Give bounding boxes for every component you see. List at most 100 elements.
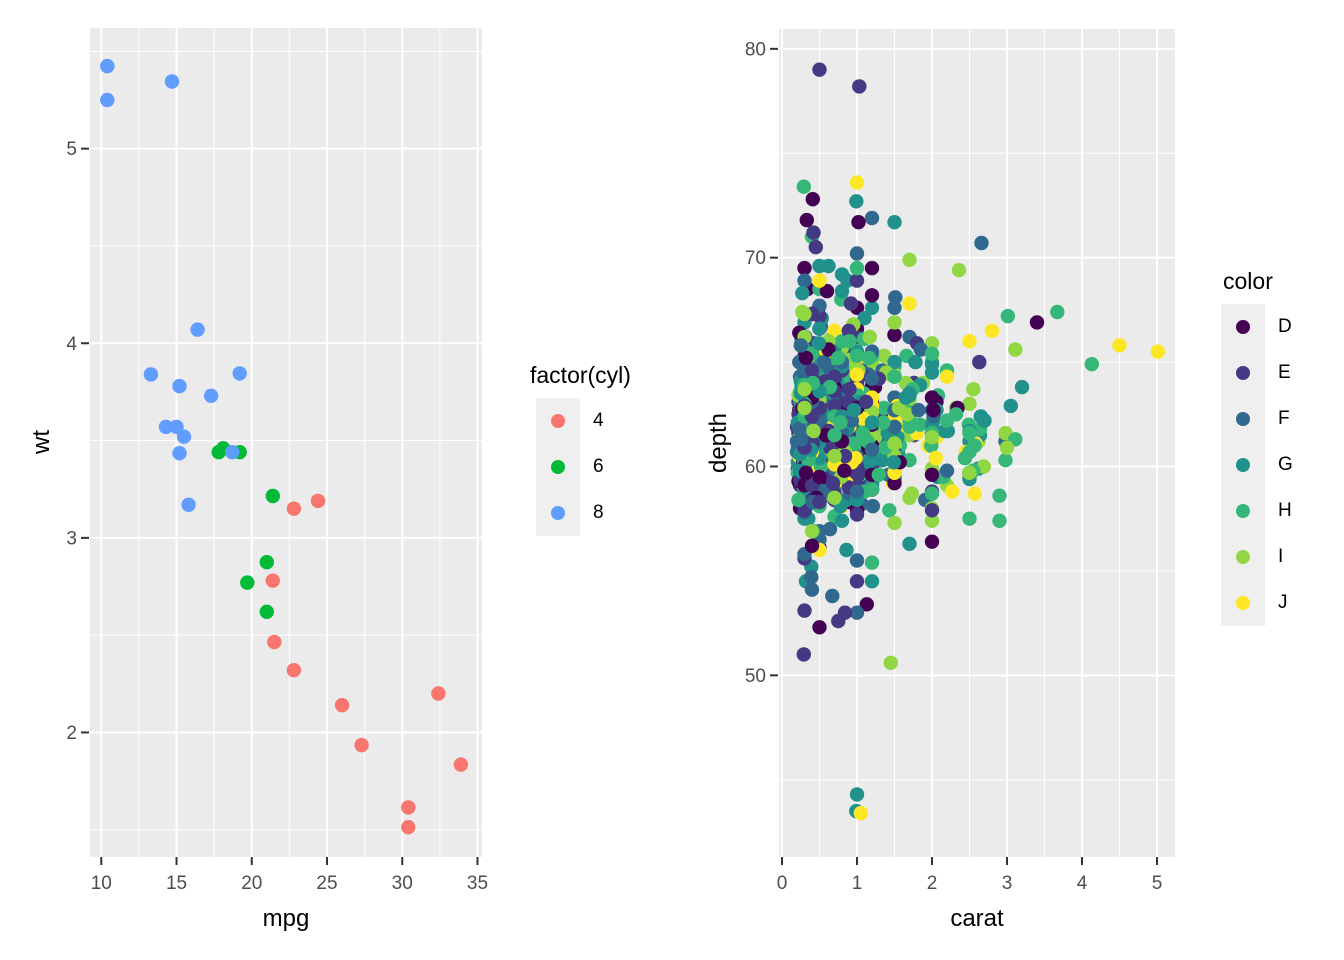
data-point (1003, 398, 1018, 414)
data-point (864, 453, 880, 468)
legend-key-dot (1236, 550, 1250, 564)
data-point (977, 413, 992, 428)
legend-item-J: J (1221, 580, 1293, 626)
data-point (842, 334, 857, 349)
data-point (864, 371, 880, 386)
data-point (797, 273, 812, 288)
data-point (164, 74, 180, 89)
data-point (797, 603, 812, 618)
data-point (849, 484, 865, 499)
legend-item-H: H (1221, 488, 1293, 534)
data-point (843, 296, 859, 311)
data-point (853, 805, 868, 821)
data-point (962, 465, 977, 480)
data-point (827, 323, 842, 338)
legend-item-G: G (1221, 442, 1293, 488)
data-point (864, 288, 880, 303)
y-tick-label: 4 (66, 334, 77, 355)
data-point (924, 513, 940, 528)
data-point (891, 400, 907, 416)
data-point (851, 215, 866, 230)
legend-key-box (1221, 442, 1265, 488)
data-point (827, 428, 842, 443)
grid-minor (90, 28, 482, 857)
data-point (812, 258, 827, 274)
data-point (888, 290, 903, 305)
data-point (100, 58, 115, 74)
data-point (861, 350, 877, 366)
legend-key-dot (1236, 366, 1250, 380)
data-point (176, 429, 192, 444)
data-point (793, 338, 808, 353)
data-point (267, 634, 282, 650)
legend-item-E: E (1221, 350, 1293, 396)
data-point (924, 430, 940, 445)
legend-item-D: D (1221, 304, 1293, 350)
data-point (887, 327, 902, 343)
axis-ticks (770, 47, 1158, 865)
data-point (998, 453, 1013, 468)
data-point (849, 787, 865, 802)
data-point (795, 286, 810, 301)
data-point (966, 382, 981, 397)
data-point (431, 686, 446, 701)
y-tick-label: 50 (745, 666, 766, 687)
data-point (1150, 344, 1166, 359)
data-point (849, 175, 865, 190)
legend-key-box (536, 490, 580, 536)
data-point (928, 450, 943, 466)
legend-factor-cyl: factor(cyl) 4 6 8 (530, 362, 631, 536)
data-point (849, 367, 865, 382)
data-point (974, 235, 989, 251)
data-point (825, 588, 840, 604)
y-tick-label: 5 (66, 139, 77, 160)
plot-mpg-wt: 10 15 20 25 30 35 2 3 4 5 mpg wt (28, 28, 488, 932)
data-point (887, 215, 902, 230)
x-tick-label: 20 (241, 873, 262, 894)
legend-key-dot (1236, 412, 1250, 426)
x-axis-title: mpg (263, 905, 310, 932)
data-point (812, 469, 827, 485)
data-point (797, 260, 812, 276)
data-point (864, 260, 880, 276)
data-point (100, 92, 115, 108)
data-point (945, 484, 960, 499)
y-tick-label: 70 (745, 248, 766, 269)
data-point (797, 382, 812, 397)
data-point (812, 620, 827, 635)
data-point (827, 398, 842, 414)
x-tick-label: 3 (1002, 873, 1013, 894)
data-point (310, 493, 326, 509)
data-point (1014, 379, 1030, 395)
data-point (887, 300, 902, 315)
data-point (169, 419, 184, 435)
data-point (939, 413, 955, 428)
data-point (259, 604, 274, 619)
data-point (354, 737, 369, 753)
data-point (808, 240, 823, 255)
legend-key-box (1221, 304, 1265, 350)
data-point (812, 62, 827, 77)
legend-key-label: E (1278, 362, 1291, 383)
x-tick-labels: 10 15 20 25 30 35 (91, 873, 488, 894)
data-point (172, 378, 187, 394)
data-point (864, 415, 880, 430)
data-point (799, 212, 814, 228)
data-point (887, 515, 902, 531)
data-point (864, 574, 880, 589)
data-point (924, 346, 940, 361)
grid-major (779, 29, 1175, 857)
data-point (265, 573, 280, 588)
data-point (972, 354, 987, 370)
legend-key-label: D (1278, 316, 1292, 337)
legend-key-box (536, 398, 580, 444)
x-tick-label: 30 (392, 873, 413, 894)
data-point (816, 354, 832, 370)
data-point (286, 501, 302, 516)
data-point (864, 210, 880, 226)
data-point (812, 321, 827, 336)
data-point (401, 820, 416, 835)
data-point (225, 445, 240, 460)
